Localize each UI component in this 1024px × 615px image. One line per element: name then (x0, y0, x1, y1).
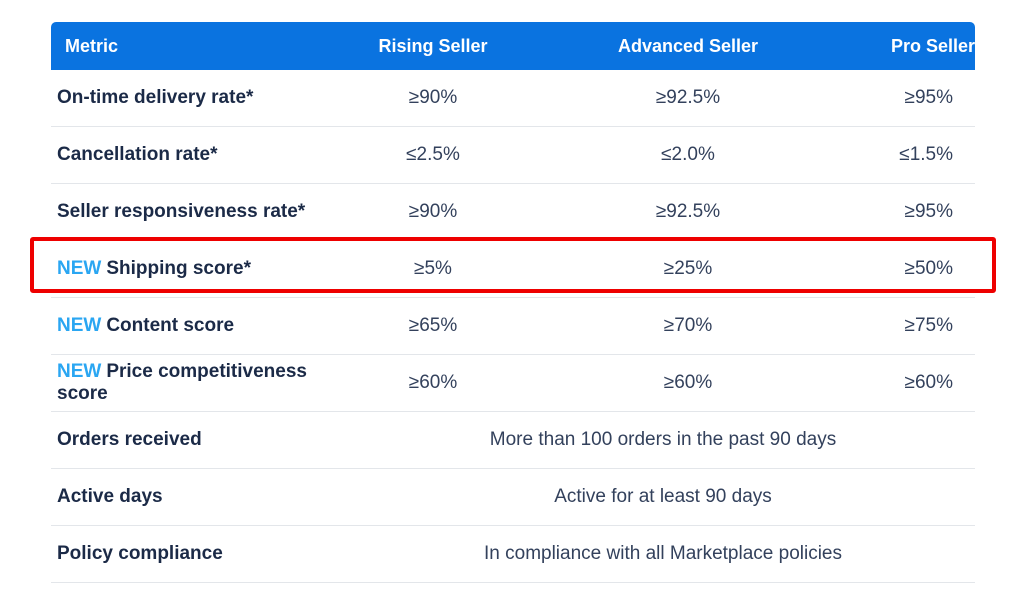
metric-name: Cancellation rate* (57, 144, 218, 165)
seller-metrics-table: Metric Rising Seller Advanced Seller Pro… (51, 22, 975, 583)
metric-name: NEW Content score (51, 315, 351, 337)
requirement-value: Active for at least 90 days (554, 486, 772, 507)
metric-name: NEW Price competitiveness score (51, 361, 351, 405)
advanced-value: ≥60% (663, 372, 713, 393)
new-badge: NEW (57, 258, 102, 279)
header-pro-seller: Pro Seller (890, 35, 975, 56)
table-row: Policy compliance In compliance with all… (51, 526, 975, 583)
pro-value: ≥95% (904, 201, 953, 222)
table-row: On-time delivery rate* ≥90% ≥92.5% ≥95% (51, 70, 975, 127)
pro-value: ≥60% (904, 372, 953, 393)
table-row: Orders received More than 100 orders in … (51, 412, 975, 469)
table-row: NEW Content score ≥65% ≥70% ≥75% (51, 298, 975, 355)
metric-name: NEW Shipping score* (51, 258, 351, 280)
header-metric: Metric (65, 35, 119, 56)
table-row: Active days Active for at least 90 days (51, 469, 975, 526)
rising-value: ≥90% (408, 201, 458, 222)
requirement-value: More than 100 orders in the past 90 days (489, 429, 837, 450)
rising-value: ≥5% (414, 258, 452, 279)
metric-name: Orders received (57, 429, 202, 450)
metric-label: Content score (106, 315, 235, 336)
pro-value: ≥50% (904, 258, 953, 279)
advanced-value: ≥92.5% (655, 201, 721, 222)
table-row: NEW Price competitiveness score ≥60% ≥60%… (51, 355, 975, 412)
rising-value: ≥65% (408, 315, 458, 336)
new-badge: NEW (57, 361, 102, 382)
rising-value: ≤2.5% (406, 144, 460, 165)
rising-value: ≥90% (408, 87, 458, 108)
advanced-value: ≥25% (663, 258, 713, 279)
header-advanced-seller: Advanced Seller (617, 35, 759, 56)
table-row: Cancellation rate* ≤2.5% ≤2.0% ≤1.5% (51, 127, 975, 184)
requirement-value: In compliance with all Marketplace polic… (484, 543, 842, 564)
metric-label: Price competitiveness score (57, 361, 307, 404)
advanced-value: ≥92.5% (655, 87, 721, 108)
table-row: Seller responsiveness rate* ≥90% ≥92.5% … (51, 184, 975, 241)
metric-name: Seller responsiveness rate* (57, 201, 306, 222)
pro-value: ≥95% (904, 87, 953, 108)
table-header: Metric Rising Seller Advanced Seller Pro… (51, 22, 975, 70)
metric-label: Shipping score* (106, 258, 251, 279)
advanced-value: ≤2.0% (661, 144, 715, 165)
header-rising-seller: Rising Seller (378, 35, 488, 56)
new-badge: NEW (57, 315, 102, 336)
advanced-value: ≥70% (663, 315, 713, 336)
metric-name: On-time delivery rate* (57, 87, 254, 108)
pro-value: ≥75% (904, 315, 953, 336)
metric-name: Policy compliance (57, 543, 223, 564)
pro-value: ≤1.5% (899, 144, 953, 165)
metric-name: Active days (57, 486, 163, 507)
rising-value: ≥60% (408, 372, 458, 393)
table-row-highlighted: NEW Shipping score* ≥5% ≥25% ≥50% (51, 241, 975, 298)
